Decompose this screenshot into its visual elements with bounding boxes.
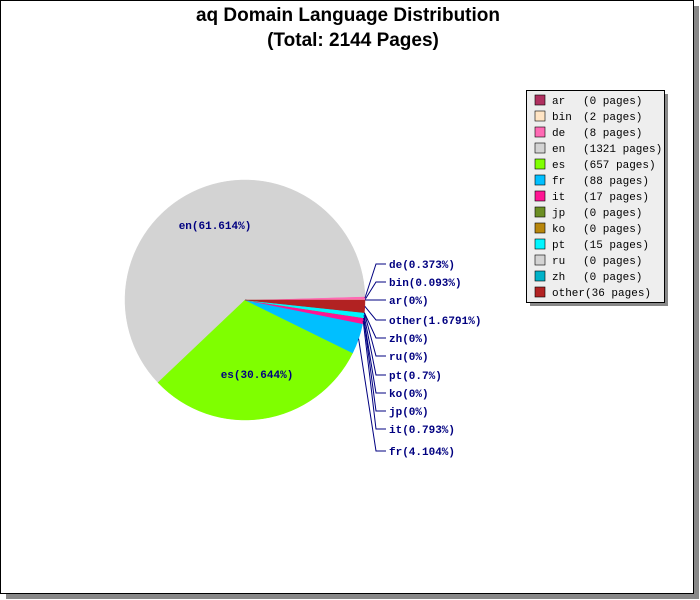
legend-label: fr bbox=[552, 176, 565, 188]
legend-swatch bbox=[534, 286, 546, 298]
leader-line bbox=[364, 263, 386, 299]
leader-line bbox=[364, 281, 386, 300]
leader-line bbox=[363, 312, 386, 339]
legend-swatch bbox=[534, 270, 546, 282]
legend-pages: (8 pages) bbox=[583, 128, 642, 140]
slice-label: it(0.793%) bbox=[389, 425, 455, 437]
legend-swatch bbox=[534, 206, 546, 218]
legend bbox=[526, 90, 665, 303]
slice-label: en(61.614%) bbox=[179, 221, 252, 233]
legend-swatch bbox=[534, 190, 546, 202]
legend-label: it bbox=[552, 192, 565, 204]
leader-line bbox=[363, 317, 386, 412]
legend-label: ko bbox=[552, 224, 565, 236]
chart-subtitle: (Total: 2144 Pages) bbox=[267, 30, 439, 51]
legend-pages: (15 pages) bbox=[583, 240, 649, 252]
legend-pages: (0 pages) bbox=[583, 224, 642, 236]
slice-label: ru(0%) bbox=[389, 352, 429, 364]
legend-swatch bbox=[534, 94, 546, 106]
legend-pages: (88 pages) bbox=[583, 176, 649, 188]
legend-label: jp bbox=[552, 208, 565, 220]
slice-label: pt(0.7%) bbox=[389, 371, 442, 383]
legend-pages: (17 pages) bbox=[583, 192, 649, 204]
legend-pages: (2 pages) bbox=[583, 112, 642, 124]
slice-label: other(1.6791%) bbox=[389, 316, 481, 328]
legend-label: ar bbox=[552, 96, 565, 108]
leader-line bbox=[363, 312, 386, 357]
leader-line bbox=[364, 306, 386, 321]
legend-pages: (0 pages) bbox=[583, 256, 642, 268]
legend-swatch bbox=[534, 254, 546, 266]
legend-label: en bbox=[552, 144, 565, 156]
legend-pages: (1321 pages) bbox=[583, 144, 662, 156]
slice-label: jp(0%) bbox=[389, 407, 429, 419]
legend-swatch bbox=[534, 174, 546, 186]
leader-line bbox=[363, 315, 386, 376]
leader-line bbox=[362, 320, 386, 430]
pie-slice bbox=[124, 179, 366, 383]
slice-label: de(0.373%) bbox=[389, 260, 455, 272]
legend-label: bin bbox=[552, 112, 572, 124]
legend-pages: (0 pages) bbox=[583, 272, 642, 284]
legend-swatch bbox=[534, 158, 546, 170]
leader-line bbox=[358, 338, 386, 452]
legend-label: other bbox=[552, 288, 585, 300]
pie-slice bbox=[157, 299, 354, 421]
legend-swatch bbox=[534, 142, 546, 154]
legend-pages: (0 pages) bbox=[583, 96, 642, 108]
legend-label: ru bbox=[552, 256, 565, 268]
legend-label: pt bbox=[552, 240, 565, 252]
slice-label: bin(0.093%) bbox=[389, 278, 462, 290]
legend-label: de bbox=[552, 128, 565, 140]
legend-swatch bbox=[534, 222, 546, 234]
legend-label: zh bbox=[552, 272, 565, 284]
legend-pages: (36 pages) bbox=[585, 288, 651, 300]
legend-swatch bbox=[534, 110, 546, 122]
slice-label: ar(0%) bbox=[389, 296, 429, 308]
legend-pages: (0 pages) bbox=[583, 208, 642, 220]
leader-line bbox=[363, 317, 386, 394]
legend-label: es bbox=[552, 160, 565, 172]
legend-pages: (657 pages) bbox=[583, 160, 656, 172]
legend-swatch bbox=[534, 126, 546, 138]
slice-label: zh(0%) bbox=[389, 334, 429, 346]
legend-swatch bbox=[534, 238, 546, 250]
slice-label: es(30.644%) bbox=[221, 370, 294, 382]
slice-label: ko(0%) bbox=[389, 389, 429, 401]
slice-label: fr(4.104%) bbox=[389, 447, 455, 459]
chart-title: aq Domain Language Distribution bbox=[196, 5, 500, 26]
